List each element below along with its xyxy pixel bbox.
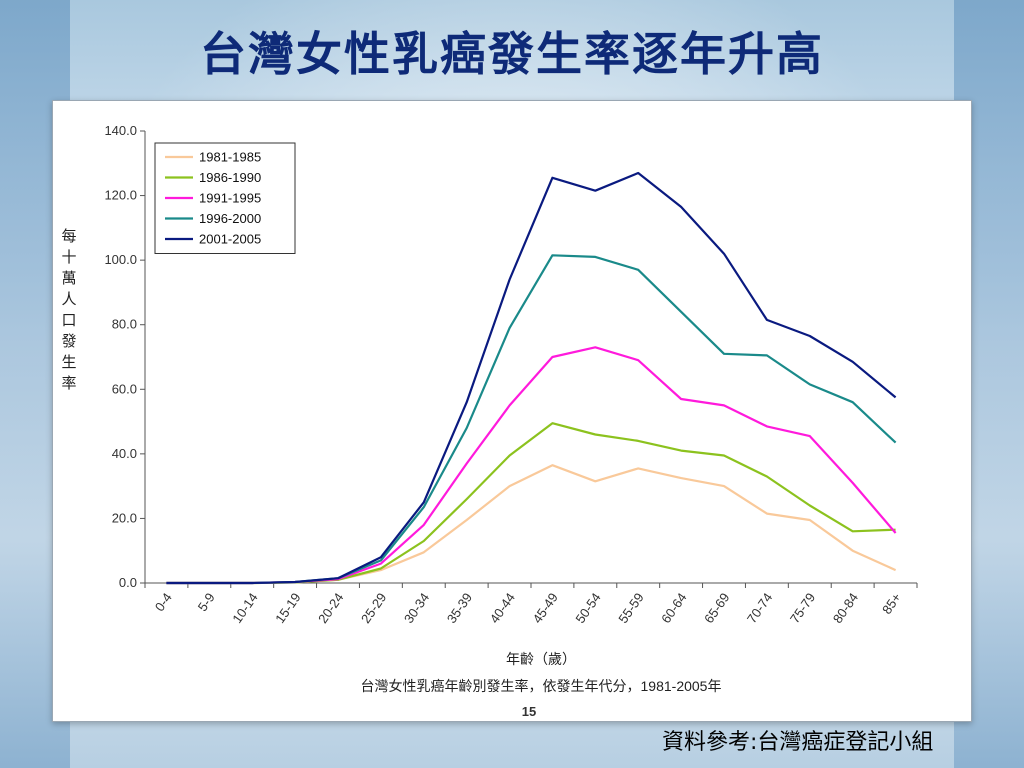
x-tick-label: 10-14 bbox=[229, 590, 260, 626]
y-tick-label: 80.0 bbox=[112, 317, 137, 332]
y-tick-label: 120.0 bbox=[104, 188, 137, 203]
x-tick-label: 0-4 bbox=[152, 590, 175, 614]
x-tick-label: 80-84 bbox=[830, 590, 861, 626]
legend-label: 1991-1995 bbox=[199, 191, 261, 206]
x-axis-label: 年齡（歲） bbox=[506, 651, 576, 667]
legend-label: 1986-1990 bbox=[199, 170, 261, 185]
series-layer bbox=[166, 171, 897, 585]
series-line-2001-2005 bbox=[166, 171, 897, 585]
x-tick-label: 45-49 bbox=[530, 590, 561, 626]
x-tick-label: 50-54 bbox=[572, 590, 603, 626]
x-tick-label: 30-34 bbox=[401, 590, 432, 626]
page-number: 15 bbox=[522, 704, 536, 719]
series-line-1991-1995 bbox=[166, 346, 897, 585]
x-tick-label: 55-59 bbox=[615, 590, 646, 626]
source-note: 資料參考:台灣癌症登記小組 bbox=[662, 730, 934, 755]
x-tick-label: 25-29 bbox=[358, 590, 389, 626]
chart-caption: 台灣女性乳癌年齡別發生率，依發生年代分，1981-2005年 bbox=[361, 678, 722, 694]
x-tick-label: 70-74 bbox=[744, 590, 775, 626]
x-tick-label: 65-69 bbox=[701, 590, 732, 626]
series-line-1996-2000 bbox=[166, 254, 897, 585]
x-tick-label: 15-19 bbox=[272, 590, 303, 626]
x-tick-label: 35-39 bbox=[444, 590, 475, 626]
y-tick-label: 100.0 bbox=[104, 252, 137, 267]
legend-label: 1981-1985 bbox=[199, 150, 261, 165]
x-tick-label: 5-9 bbox=[195, 590, 218, 614]
x-tick-label: 60-64 bbox=[658, 590, 689, 626]
y-tick-label: 140.0 bbox=[104, 123, 137, 138]
legend: 1981-1985 1986-1990 1991-1995 1996-2000 2001… bbox=[154, 142, 296, 254]
line-chart: 0.0 20.0 40.0 60.0 80.0 100.0 120.0 140.0 0-4 5-9… bbox=[61, 123, 918, 719]
y-tick-label: 20.0 bbox=[112, 510, 137, 525]
x-tick-label: 75-79 bbox=[787, 590, 818, 626]
legend-label: 2001-2005 bbox=[199, 232, 261, 247]
x-tick-label: 85+ bbox=[879, 590, 904, 617]
x-tick-label: 40-44 bbox=[487, 590, 518, 626]
series-line-1981-1985 bbox=[166, 464, 897, 585]
y-tick-label: 0.0 bbox=[119, 575, 137, 590]
y-tick-label: 60.0 bbox=[112, 381, 137, 396]
chart-panel: 0.0 20.0 40.0 60.0 80.0 100.0 120.0 140.0 0-4 5-9… bbox=[52, 100, 972, 722]
series-line-1986-1990 bbox=[166, 422, 896, 585]
y-tick-label: 40.0 bbox=[112, 446, 137, 461]
slide-title: 台灣女性乳癌發生率逐年升高 bbox=[200, 27, 824, 81]
legend-label: 1996-2000 bbox=[199, 211, 261, 226]
y-axis-label: 每十萬人口發生率 bbox=[61, 228, 76, 392]
x-tick-label: 20-24 bbox=[315, 590, 346, 626]
